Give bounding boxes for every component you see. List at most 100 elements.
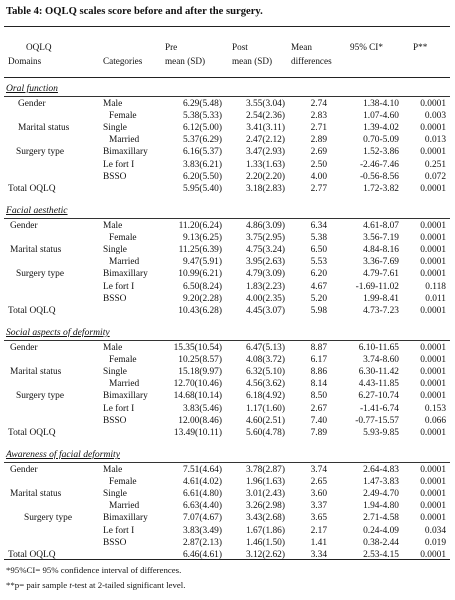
cell-ci: -0.77-15.57 bbox=[355, 415, 399, 426]
header-p: P** bbox=[413, 42, 428, 52]
footnote-ci: *95%CI= 95% confidence interval of diffe… bbox=[6, 565, 182, 575]
cell-post-mean: 4.79(3.09) bbox=[245, 269, 285, 280]
table-top-rule bbox=[4, 26, 450, 27]
cell-ci: -0.56-8.56 bbox=[359, 171, 399, 182]
row-category: Male bbox=[103, 465, 123, 475]
row-category: BSSO bbox=[103, 415, 127, 426]
cell-mean-difference: 8.14 bbox=[310, 379, 327, 390]
row-category: Female bbox=[109, 111, 137, 122]
cell-post-mean: 2.20(2.20) bbox=[245, 171, 285, 182]
total-mean-difference: 5.98 bbox=[310, 305, 327, 316]
cell-ci: 2.71-4.58 bbox=[363, 513, 399, 524]
row-group-label: Gender bbox=[18, 99, 46, 109]
cell-pre-mean: 14.68(10.14) bbox=[173, 391, 222, 402]
cell-mean-difference: 5.38 bbox=[310, 233, 327, 244]
cell-mean-difference: 8.87 bbox=[310, 343, 327, 353]
cell-p-value: 0.0001 bbox=[420, 391, 446, 402]
cell-mean-difference: 3.37 bbox=[310, 501, 327, 512]
cell-pre-mean: 6.61(4.80) bbox=[182, 489, 222, 500]
row-group-label: Surgery type bbox=[16, 391, 64, 402]
cell-post-mean: 2.47(2.12) bbox=[245, 135, 285, 146]
row-group-label: Marital status bbox=[10, 367, 62, 378]
cell-post-mean: 3.41(3.11) bbox=[246, 123, 285, 134]
cell-mean-difference: 2.83 bbox=[310, 111, 327, 122]
section-title: Awareness of facial deformity bbox=[6, 449, 120, 460]
section-rule bbox=[4, 96, 450, 97]
cell-pre-mean: 10.99(6.21) bbox=[178, 269, 222, 280]
cell-p-value: 0.011 bbox=[425, 293, 446, 304]
cell-post-mean: 4.75(3.24) bbox=[245, 245, 285, 256]
cell-post-mean: 3.55(3.04) bbox=[245, 99, 285, 109]
total-post-mean: 4.45(3.07) bbox=[245, 305, 285, 316]
section-title: Social aspects of deformity bbox=[6, 327, 110, 338]
cell-pre-mean: 6.20(5.50) bbox=[182, 171, 222, 182]
row-category: BSSO bbox=[103, 537, 127, 548]
cell-p-value: 0.0001 bbox=[420, 379, 446, 390]
cell-pre-mean: 5.38(5.33) bbox=[182, 111, 222, 122]
cell-mean-difference: 4.00 bbox=[310, 171, 327, 182]
cell-pre-mean: 2.87(2.13) bbox=[182, 537, 222, 548]
cell-post-mean: 3.26(2.98) bbox=[245, 501, 285, 512]
cell-p-value: 0.0001 bbox=[420, 99, 446, 109]
header-domain-line2: Domains bbox=[8, 56, 42, 66]
cell-post-mean: 3.78(2.87) bbox=[245, 465, 285, 475]
row-group-label: Marital status bbox=[10, 489, 62, 500]
cell-post-mean: 3.43(2.68) bbox=[245, 513, 285, 524]
cell-post-mean: 4.86(3.09) bbox=[245, 221, 285, 231]
cell-mean-difference: 2.89 bbox=[310, 135, 327, 146]
row-category: Married bbox=[109, 135, 140, 146]
cell-p-value: 0.0001 bbox=[420, 233, 446, 244]
cell-post-mean: 1.96(1.63) bbox=[245, 477, 285, 488]
cell-p-value: 0.0001 bbox=[420, 465, 446, 475]
header-post-line2: mean (SD) bbox=[232, 56, 273, 66]
header-diff-line2: differences bbox=[291, 56, 332, 66]
section-rule bbox=[4, 218, 450, 219]
total-ci: 4.73-7.23 bbox=[363, 305, 399, 316]
total-mean-difference: 7.89 bbox=[310, 427, 327, 438]
row-category: Le fort I bbox=[103, 281, 135, 292]
cell-p-value: 0.0001 bbox=[420, 269, 446, 280]
row-category: Single bbox=[103, 123, 127, 134]
row-category: Single bbox=[103, 245, 127, 256]
cell-post-mean: 6.32(5.10) bbox=[245, 367, 285, 378]
cell-p-value: 0.0001 bbox=[420, 343, 446, 353]
row-category: Single bbox=[103, 367, 127, 378]
row-group-label: Surgery type bbox=[24, 513, 72, 524]
cell-post-mean: 3.95(2.63) bbox=[245, 257, 285, 268]
cell-ci: 2.49-4.70 bbox=[363, 489, 399, 500]
row-category: Married bbox=[109, 501, 140, 512]
row-category: Male bbox=[103, 221, 123, 231]
total-post-mean: 3.12(2.62) bbox=[245, 549, 285, 560]
cell-post-mean: 1.33(1.63) bbox=[245, 159, 285, 170]
cell-mean-difference: 6.20 bbox=[310, 269, 327, 280]
cell-mean-difference: 2.69 bbox=[310, 147, 327, 158]
row-group-label: Gender bbox=[10, 221, 38, 231]
table-header-rule bbox=[4, 77, 450, 78]
cell-pre-mean: 15.18(9.97) bbox=[178, 367, 222, 378]
cell-ci: 4.84-8.16 bbox=[363, 245, 399, 256]
cell-p-value: 0.019 bbox=[424, 537, 446, 548]
total-mean-difference: 2.77 bbox=[310, 183, 327, 194]
cell-ci: 1.47-3.83 bbox=[363, 477, 399, 488]
cell-post-mean: 1.67(1.86) bbox=[245, 525, 285, 536]
cell-p-value: 0.0001 bbox=[420, 367, 446, 378]
cell-ci: 0.38-2.44 bbox=[363, 537, 399, 548]
row-category: Female bbox=[109, 233, 137, 244]
cell-p-value: 0.066 bbox=[424, 415, 446, 426]
row-category: BSSO bbox=[103, 293, 127, 304]
cell-post-mean: 1.83(2.23) bbox=[245, 281, 285, 292]
cell-post-mean: 4.00(2.35) bbox=[245, 293, 285, 304]
cell-ci: 3.36-7.69 bbox=[363, 257, 399, 268]
row-group-label: Surgery type bbox=[16, 147, 64, 158]
cell-ci: 0.70-5.09 bbox=[363, 135, 399, 146]
cell-pre-mean: 7.07(4.67) bbox=[182, 513, 222, 524]
cell-post-mean: 3.01(2.43) bbox=[245, 489, 285, 500]
total-p-value: 0.0001 bbox=[420, 427, 446, 438]
cell-mean-difference: 3.74 bbox=[310, 465, 327, 475]
cell-p-value: 0.034 bbox=[424, 525, 446, 536]
cell-ci: 4.61-8.07 bbox=[363, 221, 399, 231]
cell-post-mean: 4.60(2.51) bbox=[245, 415, 285, 426]
cell-post-mean: 2.54(2.36) bbox=[245, 111, 285, 122]
total-p-value: 0.0001 bbox=[420, 549, 446, 560]
cell-p-value: 0.0001 bbox=[420, 513, 446, 524]
